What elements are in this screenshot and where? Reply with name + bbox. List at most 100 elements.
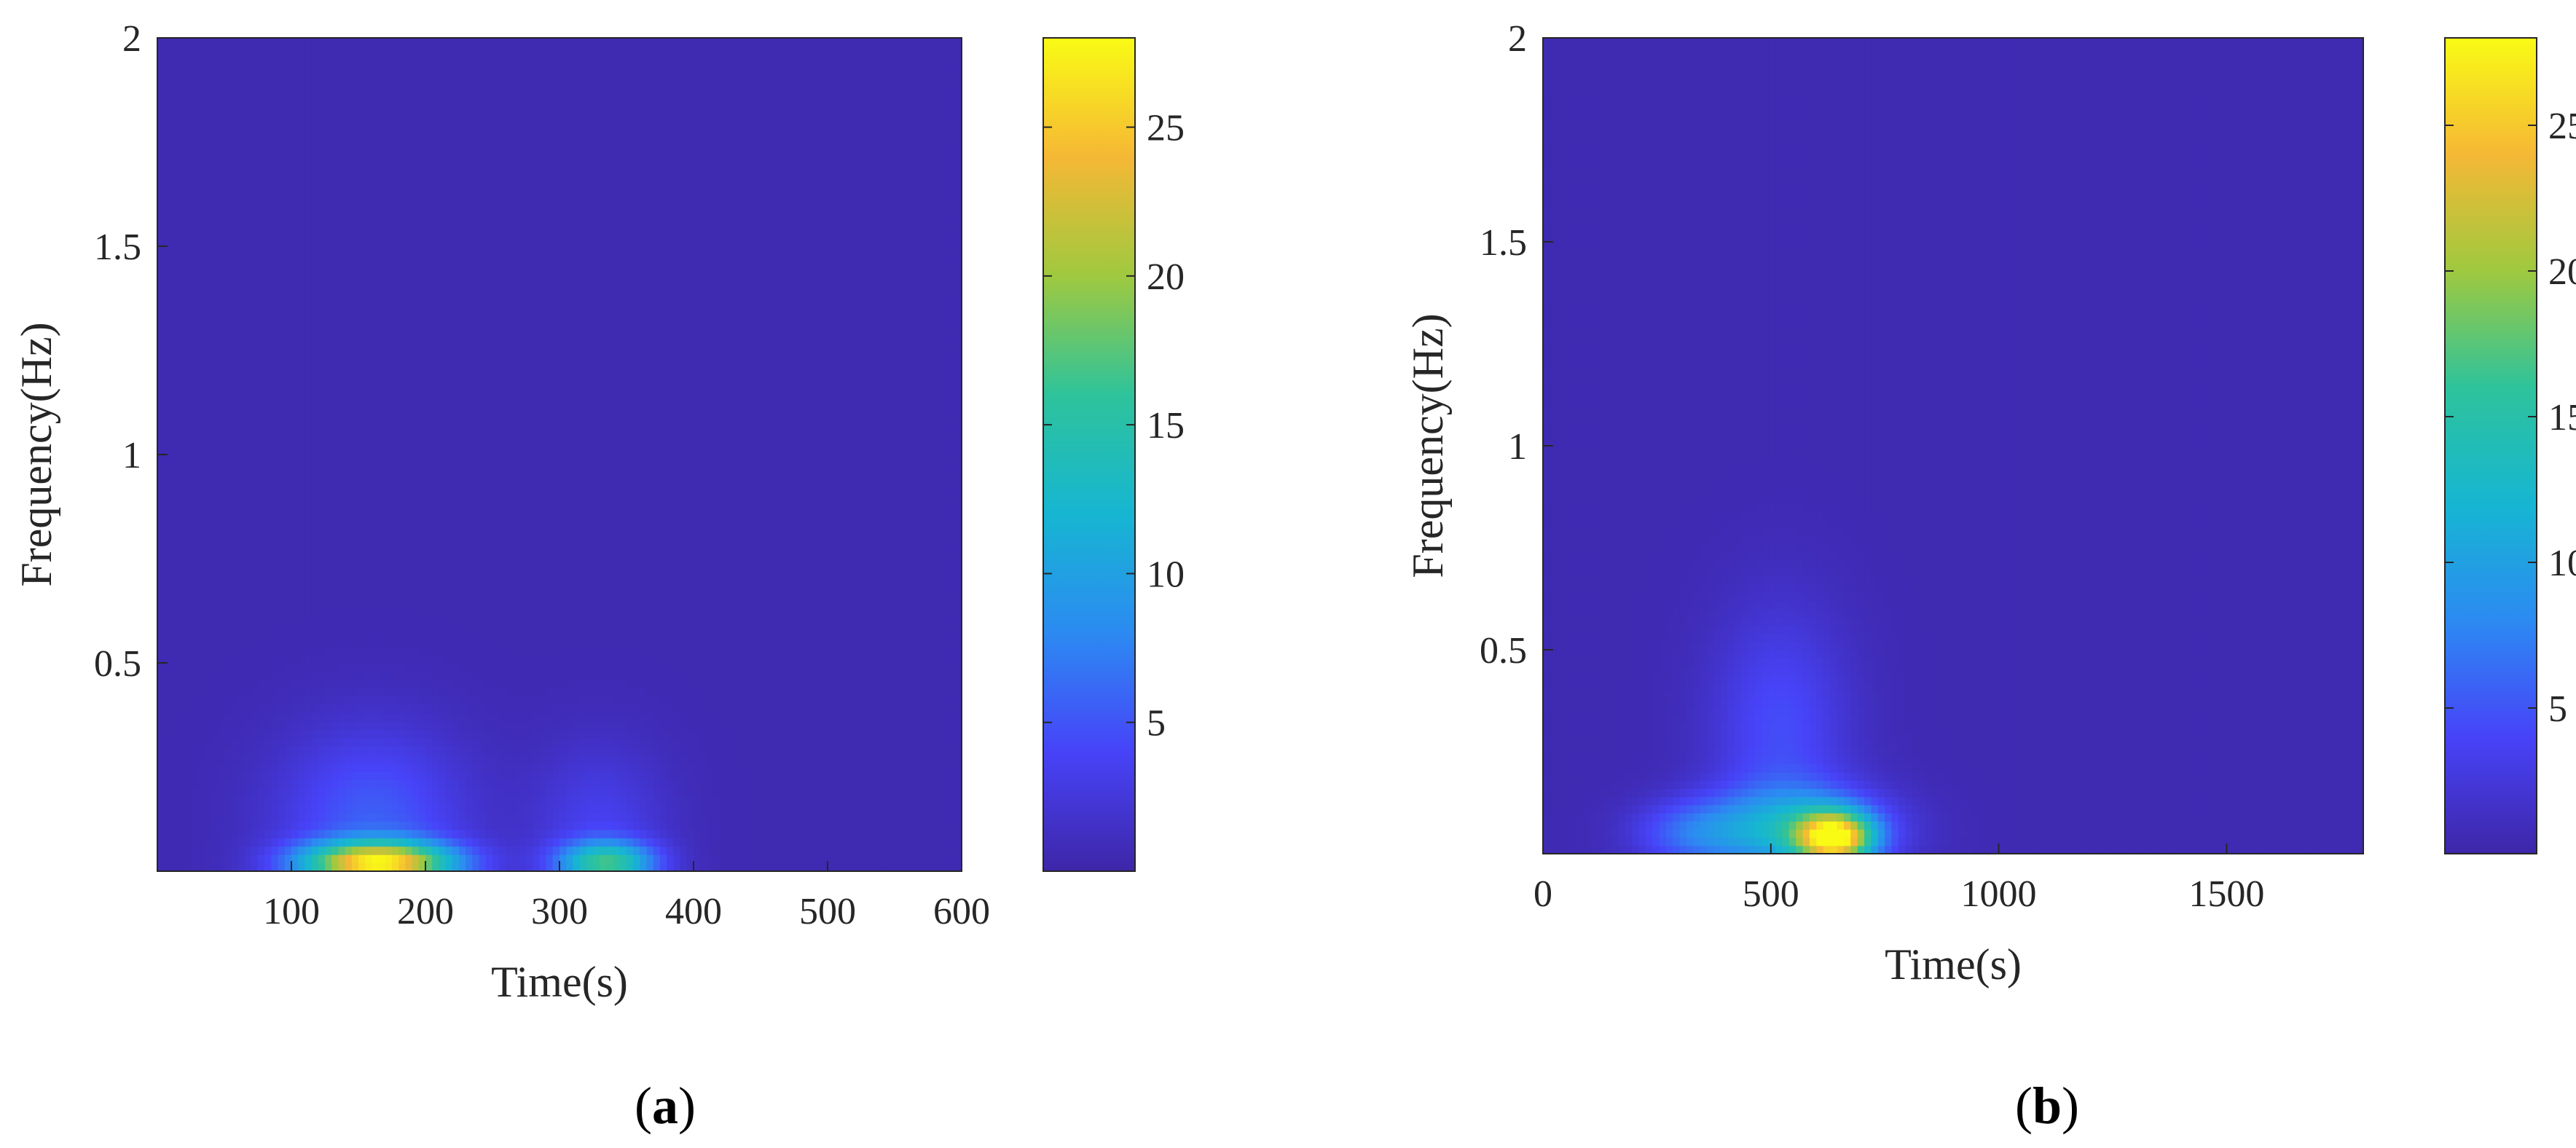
- heatmap-cell: [439, 671, 446, 680]
- heatmap-cell: [412, 854, 420, 863]
- heatmap-cell: [492, 563, 500, 572]
- heatmap-cell: [519, 763, 527, 771]
- heatmap-cell: [660, 730, 667, 739]
- heatmap-cell: [788, 779, 795, 788]
- heatmap-cell: [874, 563, 881, 572]
- heatmap-cell: [761, 554, 768, 563]
- heatmap-cell: [559, 738, 567, 747]
- heatmap-cell: [157, 563, 165, 572]
- heatmap-cell: [278, 713, 286, 722]
- heatmap-cell: [606, 580, 613, 589]
- heatmap-cell: [506, 738, 513, 747]
- heatmap-cell: [291, 830, 299, 838]
- heatmap-cell: [285, 629, 292, 638]
- heatmap-cell: [398, 721, 406, 730]
- heatmap-cell: [727, 680, 734, 688]
- heatmap-cell: [245, 663, 252, 672]
- heatmap-cell: [707, 563, 714, 572]
- heatmap-cell: [398, 680, 406, 688]
- heatmap-cell: [459, 554, 466, 563]
- heatmap-cell: [285, 563, 292, 572]
- heatmap-cell: [379, 704, 386, 713]
- heatmap-cell: [170, 796, 178, 805]
- heatmap-cell: [472, 796, 479, 805]
- heatmap-cell: [855, 671, 862, 680]
- heatmap-cell: [358, 796, 366, 805]
- heatmap-cell: [331, 863, 339, 872]
- heatmap-cell: [848, 846, 855, 855]
- heatmap-cell: [184, 580, 192, 589]
- heatmap-cell: [231, 788, 238, 797]
- heatmap-cell: [673, 530, 680, 538]
- heatmap-cell: [546, 629, 554, 638]
- heatmap-cell: [258, 563, 265, 572]
- heatmap-cell: [559, 696, 567, 705]
- heatmap-cell: [566, 638, 573, 647]
- heatmap-cell: [868, 655, 875, 664]
- heatmap-cell: [714, 746, 721, 755]
- heatmap-cell: [707, 704, 714, 713]
- heatmap-cell: [419, 613, 426, 621]
- heatmap-cell: [285, 655, 292, 664]
- heatmap-cell: [788, 863, 795, 872]
- heatmap-cell: [647, 704, 654, 713]
- heatmap-cell: [526, 755, 533, 763]
- heatmap-cell: [191, 821, 198, 830]
- heatmap-cell: [419, 796, 426, 805]
- heatmap-cell: [895, 830, 902, 838]
- heatmap-cell: [807, 746, 814, 755]
- heatmap-cell: [680, 646, 688, 655]
- heatmap-cell: [673, 563, 680, 572]
- heatmap-cell: [834, 563, 841, 572]
- heatmap-cell: [606, 530, 613, 538]
- heatmap-cell: [271, 629, 278, 638]
- heatmap-cell: [298, 538, 305, 546]
- heatmap-cell: [358, 738, 366, 747]
- heatmap-cell: [949, 588, 956, 597]
- heatmap-cell: [539, 863, 546, 872]
- heatmap-cell: [941, 713, 949, 722]
- heatmap-cell: [908, 538, 915, 546]
- heatmap-cell: [472, 755, 479, 763]
- heatmap-cell: [841, 755, 848, 763]
- heatmap-cell: [949, 563, 956, 572]
- heatmap-cell: [667, 788, 674, 797]
- heatmap-cell: [868, 813, 875, 822]
- heatmap-cell: [539, 713, 546, 722]
- heatmap-cell: [245, 688, 252, 696]
- heatmap-cell: [901, 846, 908, 855]
- heatmap-cell: [519, 546, 527, 555]
- heatmap-cell: [720, 771, 728, 780]
- heatmap-cell: [573, 613, 580, 621]
- heatmap-cell: [345, 704, 353, 713]
- heatmap-cell: [874, 688, 881, 696]
- heatmap-cell: [466, 696, 473, 705]
- heatmap-cell: [841, 696, 848, 705]
- heatmap-cell: [245, 546, 252, 555]
- heatmap-cell: [412, 704, 420, 713]
- heatmap-cell: [432, 796, 439, 805]
- heatmap-cell: [788, 854, 795, 863]
- heatmap-cell: [392, 580, 399, 589]
- heatmap-cell: [372, 563, 379, 572]
- heatmap-cell: [251, 854, 259, 863]
- heatmap-cell: [734, 530, 741, 538]
- heatmap-cell: [224, 538, 232, 546]
- heatmap-cell: [620, 613, 627, 621]
- heatmap-cell: [667, 755, 674, 763]
- heatmap-cell: [941, 546, 949, 555]
- heatmap-cell: [767, 638, 774, 647]
- heatmap-cell: [325, 771, 332, 780]
- heatmap-cell: [271, 613, 278, 621]
- heatmap-cell: [600, 663, 607, 672]
- heatmap-cell: [888, 538, 895, 546]
- heatmap-cell: [559, 571, 567, 580]
- heatmap-cell: [627, 580, 634, 589]
- heatmap-cell: [331, 821, 339, 830]
- heatmap-cell: [680, 588, 688, 597]
- heatmap-cell: [586, 605, 594, 613]
- heatmap-cell: [372, 771, 379, 780]
- heatmap-cell: [881, 771, 889, 780]
- heatmap-cell: [874, 638, 881, 647]
- heatmap-cell: [164, 563, 171, 572]
